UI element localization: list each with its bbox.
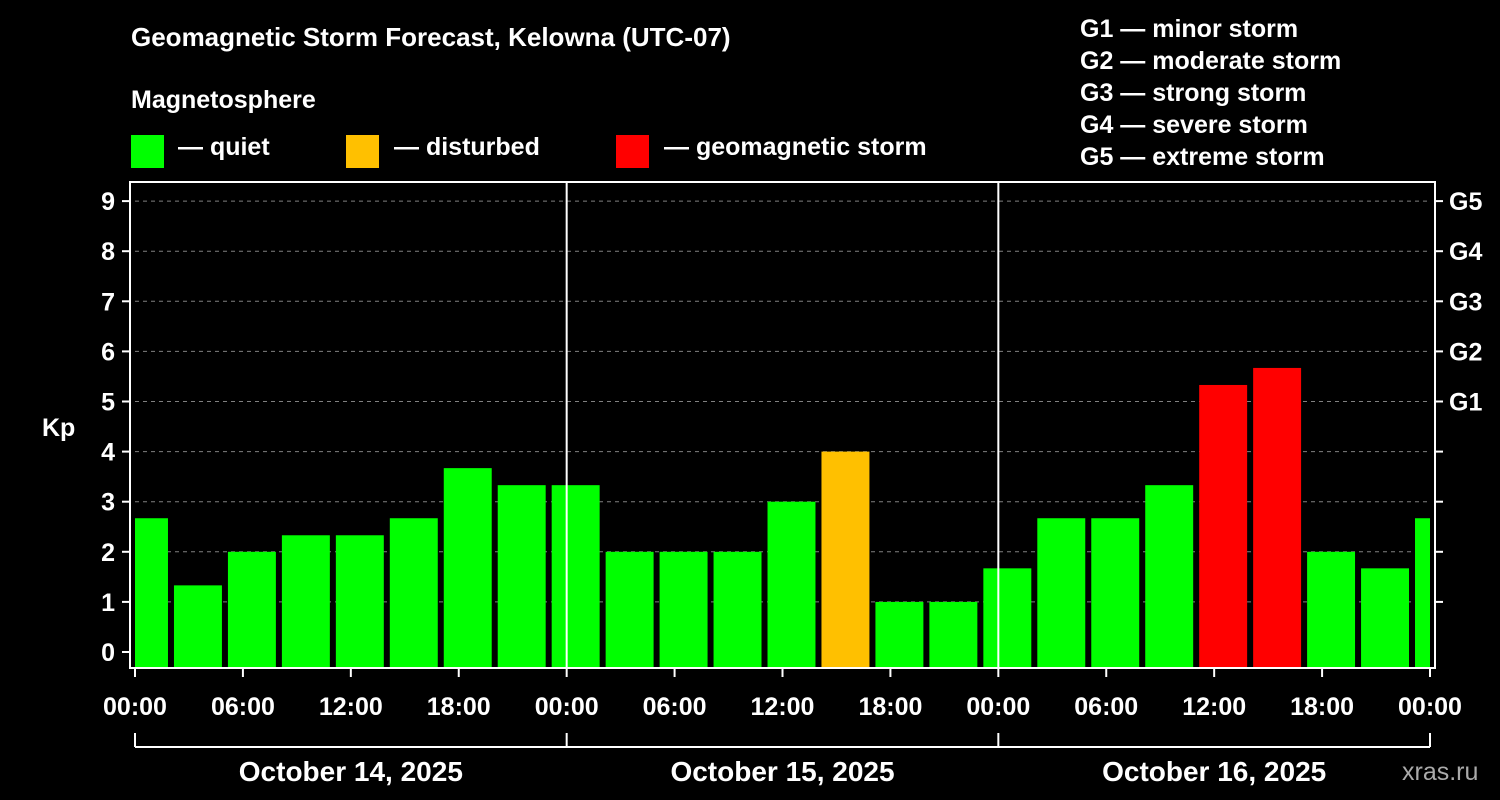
kp-bar — [135, 518, 168, 668]
kp-bar — [389, 518, 438, 668]
kp-bar — [1361, 568, 1410, 668]
y-tick-label: 1 — [101, 589, 115, 617]
kp-bar — [281, 535, 330, 668]
x-tick-label: 18:00 — [858, 693, 922, 721]
kp-bar — [929, 601, 978, 668]
y-tick-label: 3 — [101, 489, 115, 517]
bars-group — [135, 367, 1430, 668]
storm-scale-g1: G1 — minor storm — [1080, 15, 1299, 43]
x-tick-label: 18:00 — [427, 693, 491, 721]
kp-bar — [497, 485, 546, 668]
y-tick-label: 0 — [101, 639, 115, 667]
legend-label-disturbed: — disturbed — [394, 133, 540, 161]
kp-bar — [335, 535, 384, 668]
kp-bar — [173, 585, 222, 668]
kp-bar — [713, 551, 762, 668]
storm-scale-list: G1 — minor storm G2 — moderate storm G3 … — [1080, 13, 1341, 173]
storm-level-label: G1 — [1449, 389, 1482, 417]
x-tick-label: 00:00 — [535, 693, 599, 721]
legend-swatch-quiet — [131, 135, 164, 168]
kp-bar — [551, 485, 600, 668]
x-tick-label: 00:00 — [1398, 693, 1462, 721]
chart-title: Geomagnetic Storm Forecast, Kelowna (UTC… — [131, 22, 731, 52]
kp-bar — [1145, 485, 1194, 668]
x-tick-label: 06:00 — [1074, 693, 1138, 721]
y-tick-label: 8 — [101, 238, 115, 266]
storm-scale-g5: G5 — extreme storm — [1080, 143, 1325, 171]
x-tick-label: 18:00 — [1290, 693, 1354, 721]
kp-bar — [1091, 518, 1140, 668]
kp-bar — [659, 551, 708, 668]
y-axis-label: Kp — [42, 414, 75, 442]
kp-bar — [1037, 518, 1086, 668]
kp-bar — [443, 468, 492, 668]
legend-label-quiet: — quiet — [178, 133, 270, 161]
kp-bar — [1199, 384, 1248, 668]
storm-level-label: G5 — [1449, 188, 1482, 216]
day-label: October 14, 2025 — [239, 756, 463, 787]
y-tick-label: 6 — [101, 338, 115, 366]
day-label: October 16, 2025 — [1102, 756, 1326, 787]
legend-title: Magnetosphere — [131, 86, 316, 114]
x-tick-label: 12:00 — [751, 693, 815, 721]
kp-bar — [875, 601, 924, 668]
y-tick-label: 2 — [101, 539, 115, 567]
y-tick-label: 5 — [101, 389, 115, 417]
kp-bar — [1415, 518, 1430, 668]
y-tick-label: 7 — [101, 288, 115, 316]
legend-swatch-disturbed — [346, 135, 379, 168]
x-tick-label: 12:00 — [1182, 693, 1246, 721]
kp-bar — [1307, 551, 1356, 668]
kp-bar — [605, 551, 654, 668]
storm-scale-g3: G3 — strong storm — [1080, 79, 1307, 107]
storm-level-label: G3 — [1449, 288, 1482, 316]
storm-level-label: G4 — [1449, 238, 1482, 266]
legend-swatch-storm — [616, 135, 649, 168]
y-tick-label: 9 — [101, 188, 115, 216]
x-tick-label: 06:00 — [211, 693, 275, 721]
kp-bar — [1253, 367, 1302, 668]
day-label: October 15, 2025 — [670, 756, 894, 787]
storm-scale-g4: G4 — severe storm — [1080, 111, 1308, 139]
x-tick-label: 06:00 — [643, 693, 707, 721]
kp-bar — [767, 501, 816, 668]
legend-label-storm: — geomagnetic storm — [664, 133, 927, 161]
kp-bar — [983, 568, 1032, 668]
y-tick-label: 4 — [101, 439, 115, 467]
kp-bar — [227, 551, 276, 668]
storm-level-label: G2 — [1449, 338, 1482, 366]
storm-scale-g2: G2 — moderate storm — [1080, 47, 1342, 75]
x-tick-label: 00:00 — [103, 693, 167, 721]
x-tick-label: 12:00 — [319, 693, 383, 721]
watermark: xras.ru — [1402, 758, 1479, 786]
kp-bar — [821, 451, 870, 668]
x-tick-label: 00:00 — [966, 693, 1030, 721]
